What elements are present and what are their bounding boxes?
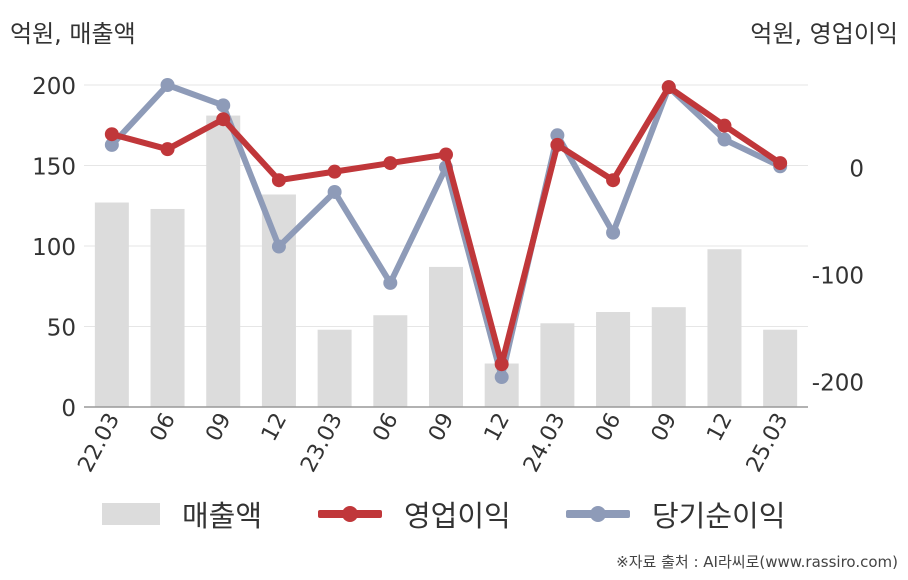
legend-label-operating-profit: 영업이익 bbox=[404, 499, 511, 533]
net-income-point bbox=[160, 78, 175, 92]
x-tick-label: 06 bbox=[146, 409, 181, 445]
revenue-bar bbox=[206, 115, 241, 407]
right-tick-label: 0 bbox=[849, 156, 864, 182]
net-income-point bbox=[327, 184, 342, 199]
left-tick-label: 50 bbox=[47, 316, 76, 342]
legend-item-net-income: 당기순이익 bbox=[566, 494, 785, 534]
x-tick-label: 12 bbox=[480, 409, 515, 445]
net-income-point bbox=[494, 370, 509, 385]
x-tick-label: 06 bbox=[368, 409, 403, 445]
net-income-point bbox=[271, 239, 286, 254]
x-tick-label: 06 bbox=[591, 409, 626, 445]
legend-swatch-net-income bbox=[566, 503, 630, 525]
x-tick-label: 22.03 bbox=[74, 409, 126, 476]
x-tick-label: 09 bbox=[647, 409, 682, 445]
left-tick-label: 0 bbox=[61, 396, 76, 422]
operating-profit-point bbox=[550, 137, 565, 152]
net-income-point bbox=[216, 98, 231, 113]
left-tick-label: 200 bbox=[32, 74, 76, 100]
operating-profit-point bbox=[717, 118, 732, 133]
revenue-bar bbox=[540, 323, 575, 407]
net-income-point bbox=[104, 137, 119, 152]
right-tick-label: -100 bbox=[812, 263, 864, 289]
x-tick-label: 12 bbox=[257, 409, 292, 445]
revenue-bar bbox=[429, 266, 463, 407]
operating-profit-point bbox=[160, 142, 175, 157]
revenue-bar bbox=[707, 249, 742, 407]
net-income-point bbox=[606, 225, 621, 240]
net-income-point bbox=[383, 275, 398, 290]
legend-swatch-revenue bbox=[102, 503, 160, 525]
legend-label-net-income: 당기순이익 bbox=[652, 499, 786, 533]
revenue-bar bbox=[317, 329, 352, 407]
revenue-bar bbox=[150, 208, 185, 407]
x-tick-label: 12 bbox=[703, 409, 738, 445]
operating-profit-point bbox=[216, 112, 231, 127]
legend-swatch-operating-profit bbox=[318, 503, 382, 525]
right-axis-unit: 억원, 영업이익 bbox=[750, 20, 898, 48]
operating-profit-point bbox=[327, 164, 342, 179]
legend-item-operating-profit: 영업이익 bbox=[318, 494, 511, 534]
operating-profit-point bbox=[104, 127, 119, 142]
net-income-point bbox=[717, 132, 732, 147]
operating-profit-point bbox=[606, 173, 621, 188]
left-tick-label: 150 bbox=[32, 155, 76, 181]
x-tick-label: 25.03 bbox=[742, 409, 794, 476]
operating-profit-point bbox=[773, 156, 788, 171]
operating-profit-point bbox=[439, 147, 453, 162]
operating-profit-point bbox=[661, 80, 676, 95]
revenue-bar bbox=[94, 202, 129, 407]
operating-profit-point bbox=[494, 357, 509, 372]
operating-profit-point bbox=[383, 156, 398, 171]
x-tick-label: 24.03 bbox=[519, 409, 571, 476]
revenue-bar bbox=[373, 315, 408, 407]
legend-label-revenue: 매출액 bbox=[182, 499, 263, 533]
revenue-bar bbox=[763, 329, 798, 407]
operating-profit-point bbox=[271, 173, 286, 188]
revenue-bar bbox=[261, 194, 296, 407]
net-income-point bbox=[550, 128, 565, 143]
right-tick-label: -200 bbox=[812, 370, 864, 396]
source-note: ※자료 출처 : AI라씨로(www.rassiro.com) bbox=[616, 553, 898, 571]
revenue-bar bbox=[596, 312, 631, 407]
left-tick-label: 100 bbox=[32, 235, 76, 261]
x-tick-label: 09 bbox=[201, 409, 236, 445]
left-axis-unit: 억원, 매출액 bbox=[10, 20, 136, 48]
x-tick-label: 09 bbox=[424, 409, 459, 445]
x-tick-label: 23.03 bbox=[296, 409, 348, 476]
legend-item-revenue: 매출액 bbox=[102, 494, 262, 534]
revenue-bar bbox=[651, 307, 686, 407]
